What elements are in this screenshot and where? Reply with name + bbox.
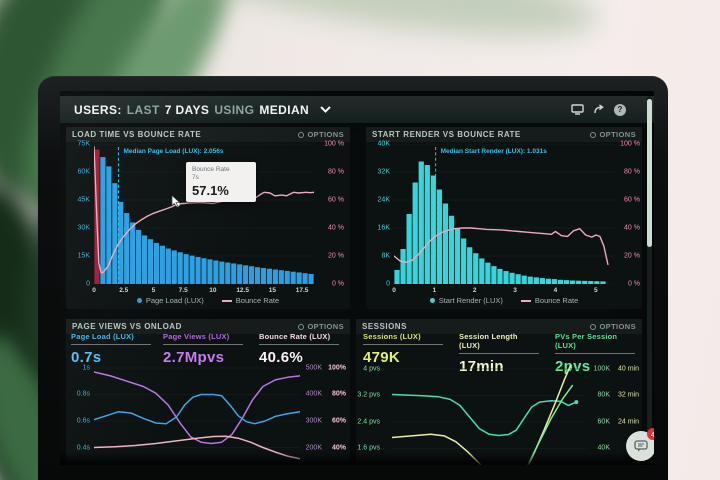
legend-item[interactable]: Page Load (LUX) [136, 296, 204, 305]
display-icon[interactable] [571, 104, 584, 115]
onload-chart[interactable]: 1s 0.8s 0.6s 0.4s 500K 400K 300K 200K 100% 80% 6… [66, 363, 350, 465]
y-axis-right: 100 % 80 % 60 % 40 % 20 % 0 % [620, 140, 640, 288]
share-icon[interactable] [593, 104, 605, 115]
scrollbar-thumb[interactable] [647, 99, 652, 247]
y-axis-left: 40K 32K 24K 16K 8K 0 [377, 140, 390, 288]
y-axis-left: 1s 0.8s 0.6s 0.4s [76, 364, 90, 451]
chart-legend: Start Render (LUX) Bounce Rate [366, 296, 642, 305]
stat-sessions: Sessions (LUX) 479K [363, 332, 453, 366]
chevron-down-icon [320, 106, 331, 113]
y-axis-left: 4 pvs 3.2 pvs 2.4 pvs 1.6 pvs [357, 365, 380, 452]
panel-page-views-vs-onload: PAGE VIEWS VS ONLOAD OPTIONS Page Load (… [66, 319, 350, 465]
options-button[interactable]: OPTIONS [590, 130, 636, 139]
stat-bounce-rate: Bounce Rate (LUX) 40.6% [259, 332, 349, 366]
panel-load-time-vs-bounce-rate: LOAD TIME VS BOUNCE RATE OPTIONS 75K 60K 4… [66, 127, 350, 309]
options-button[interactable]: OPTIONS [298, 130, 344, 139]
line-swatch-icon [221, 299, 232, 302]
tooltip-value: 57.1% [192, 183, 229, 199]
gear-icon [298, 131, 305, 138]
gear-icon [298, 323, 305, 330]
panel-start-render-vs-bounce-rate: START RENDER VS BOUNCE RATE OPTIONS 40K 3… [366, 127, 642, 309]
dashboard-topbar: USERS: LAST 7 DAYS USING MEDIAN [60, 96, 654, 123]
chat-widget-button[interactable]: 4 [626, 428, 654, 461]
legend-item[interactable]: Bounce Rate [520, 296, 578, 305]
plant-leaf [177, 0, 603, 54]
dot-swatch-icon [136, 298, 142, 303]
help-icon[interactable]: ? [614, 103, 626, 116]
topbar-days-label: 7 DAYS [164, 102, 210, 117]
legend-item[interactable]: Start Render (LUX) [429, 296, 503, 305]
stat-page-views: Page Views (LUX) 2.7Mpvs [163, 332, 253, 366]
date-range-dropdown[interactable]: USERS: LAST 7 DAYS USING MEDIAN [74, 103, 331, 117]
topbar-last-label: LAST [126, 102, 160, 117]
dot-swatch-icon [429, 298, 435, 303]
panel-title: LOAD TIME VS BOUNCE RATE [72, 130, 202, 139]
y-axis-right-pageviews: 500K 400K 300K 200K [305, 364, 322, 451]
topbar-users-label: USERS: [74, 102, 122, 117]
chart-tooltip: Bounce Rate 7s 57.1% [186, 162, 256, 203]
legend-item[interactable]: Bounce Rate [221, 296, 279, 305]
options-button[interactable]: OPTIONS [298, 322, 344, 331]
stat-pvs-per-session: PVs Per Session (LUX) 2pvs [555, 332, 645, 375]
x-axis-ticks: 0 2.5 5 7.5 10 12.5 15 17.5 [92, 287, 309, 294]
gear-icon [590, 131, 597, 138]
scrollbar-track[interactable] [647, 96, 652, 465]
sessions-chart[interactable]: 4 pvs 3.2 pvs 2.4 pvs 1.6 pvs 100K 80K 60K 40K… [356, 363, 642, 465]
gear-icon [590, 323, 597, 330]
y-axis-left: 75K 60K 45K 30K 15K 0 [77, 140, 90, 288]
options-button[interactable]: OPTIONS [590, 322, 636, 331]
chart-legend: Page Load (LUX) Bounce Rate [66, 296, 350, 305]
tooltip-title: Bounce Rate [192, 166, 230, 173]
y-axis-right: 100 % 80 % 60 % 40 % 20 % 0 % [324, 140, 344, 288]
stat-session-length: Session Length (LUX) 17min [459, 332, 549, 375]
tooltip-x-value: 7s [192, 174, 199, 182]
y-axis-right-minutes: 40 min 32 min 24 min [617, 365, 639, 426]
y-axis-right-bounce: 100% 80% 60% 40% [328, 364, 346, 451]
median-annotation: Median Page Load (LUX): 2.056s [123, 148, 224, 155]
start-render-chart[interactable]: Median Start Render (LUX): 1.031s [394, 144, 614, 284]
y-axis-right-sessions: 100K 80K 60K 40K [593, 365, 610, 452]
panel-title: START RENDER VS BOUNCE RATE [372, 130, 521, 139]
topbar-using-label: USING [214, 102, 255, 117]
laptop-bezel: USERS: LAST 7 DAYS USING MEDIAN [38, 76, 668, 480]
panel-title: PAGE VIEWS VS ONLOAD [72, 322, 182, 331]
panel-sessions: SESSIONS OPTIONS Sessions (LUX) 479K Ses… [356, 319, 642, 465]
line-swatch-icon [520, 299, 531, 302]
median-annotation: Median Start Render (LUX): 1.031s [440, 148, 547, 155]
dashboard-screen: USERS: LAST 7 DAYS USING MEDIAN [60, 91, 654, 465]
load-time-chart[interactable]: Median Page Load (LUX): 2.056s Bounce Ra… [94, 144, 314, 284]
notification-badge: 4 [647, 428, 654, 440]
panel-title: SESSIONS [362, 322, 407, 331]
stat-page-load: Page Load (LUX) 0.7s [71, 332, 161, 366]
mouse-cursor-icon [171, 195, 180, 207]
chat-bubble-icon [634, 440, 648, 452]
topbar-median-label: MEDIAN [259, 102, 310, 117]
